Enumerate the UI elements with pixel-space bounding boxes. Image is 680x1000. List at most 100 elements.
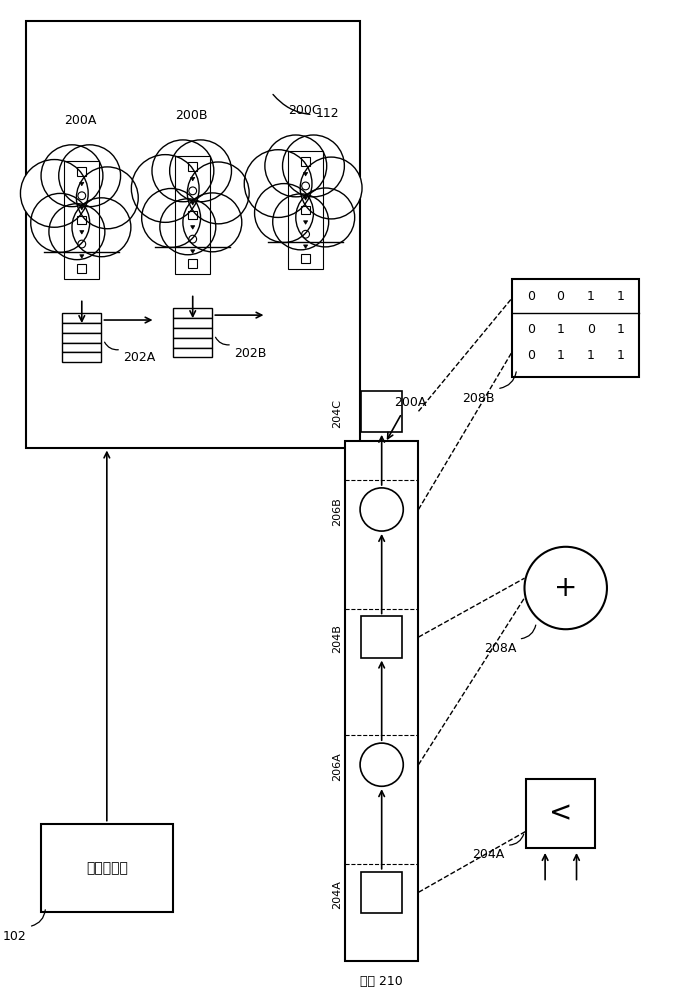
- Text: +: +: [554, 574, 577, 602]
- Text: 0: 0: [527, 323, 535, 336]
- Text: 202B: 202B: [234, 347, 267, 360]
- Text: 208A: 208A: [484, 642, 517, 655]
- Bar: [173, 348, 212, 357]
- Text: 200A: 200A: [394, 396, 426, 409]
- Text: 200C: 200C: [288, 104, 320, 117]
- Bar: [173, 308, 212, 318]
- Bar: [62, 313, 101, 323]
- Circle shape: [131, 155, 199, 222]
- Text: 200A: 200A: [64, 114, 97, 127]
- Circle shape: [49, 204, 105, 260]
- Circle shape: [152, 140, 214, 202]
- Circle shape: [254, 184, 313, 242]
- Bar: [62, 343, 101, 352]
- Text: 1: 1: [616, 290, 624, 303]
- Circle shape: [76, 167, 138, 229]
- Text: 程序源代码: 程序源代码: [86, 861, 128, 875]
- Circle shape: [302, 182, 309, 190]
- Circle shape: [300, 157, 362, 219]
- Circle shape: [169, 140, 231, 202]
- Circle shape: [282, 135, 344, 197]
- Bar: [512, 279, 639, 377]
- Circle shape: [296, 188, 355, 247]
- Polygon shape: [190, 177, 194, 181]
- Circle shape: [58, 145, 120, 207]
- Bar: [173, 338, 212, 348]
- Circle shape: [189, 187, 197, 195]
- Bar: [64, 161, 99, 279]
- Circle shape: [273, 194, 328, 250]
- Bar: [62, 333, 101, 343]
- Text: 0: 0: [587, 323, 595, 336]
- Polygon shape: [80, 206, 84, 210]
- Bar: [78, 167, 86, 176]
- Circle shape: [141, 188, 201, 247]
- Circle shape: [31, 193, 90, 252]
- Polygon shape: [190, 226, 194, 229]
- Circle shape: [360, 488, 403, 531]
- Circle shape: [187, 162, 249, 224]
- Text: 206B: 206B: [332, 497, 342, 526]
- Text: 0: 0: [556, 290, 564, 303]
- Text: 202A: 202A: [123, 351, 155, 364]
- Bar: [62, 352, 101, 362]
- Text: 1: 1: [556, 323, 564, 336]
- Circle shape: [160, 199, 216, 255]
- Text: 208B: 208B: [462, 392, 495, 405]
- Bar: [188, 259, 197, 268]
- Circle shape: [78, 240, 86, 248]
- Text: 0: 0: [527, 290, 535, 303]
- Text: 1: 1: [587, 349, 595, 362]
- Text: 0: 0: [527, 349, 535, 362]
- Bar: [345, 441, 418, 961]
- Bar: [173, 318, 212, 328]
- Polygon shape: [190, 250, 194, 253]
- Polygon shape: [303, 172, 307, 176]
- Bar: [288, 151, 323, 269]
- Bar: [78, 264, 86, 273]
- Circle shape: [189, 235, 197, 243]
- Text: <: <: [549, 800, 573, 828]
- Polygon shape: [80, 231, 84, 234]
- Circle shape: [302, 230, 309, 238]
- Polygon shape: [80, 182, 84, 186]
- Bar: [62, 323, 101, 333]
- Bar: [175, 156, 210, 274]
- Bar: [26, 21, 360, 448]
- Text: 112: 112: [273, 94, 339, 120]
- Bar: [173, 328, 212, 338]
- Polygon shape: [303, 245, 307, 248]
- Text: 200B: 200B: [175, 109, 207, 122]
- Text: 206A: 206A: [332, 752, 342, 781]
- Bar: [301, 254, 310, 263]
- Circle shape: [20, 160, 88, 227]
- Bar: [361, 872, 403, 913]
- Bar: [361, 616, 403, 658]
- Bar: [361, 391, 403, 432]
- Polygon shape: [303, 221, 307, 224]
- Circle shape: [78, 192, 86, 200]
- Text: 1: 1: [616, 349, 624, 362]
- Text: 1: 1: [616, 323, 624, 336]
- Text: 204A: 204A: [473, 848, 505, 861]
- Circle shape: [244, 150, 312, 217]
- Bar: [301, 157, 310, 166]
- Bar: [526, 779, 595, 848]
- Circle shape: [72, 198, 131, 257]
- Bar: [78, 216, 86, 224]
- Circle shape: [183, 193, 242, 252]
- Bar: [188, 211, 197, 219]
- Text: 1: 1: [556, 349, 564, 362]
- Text: 204B: 204B: [332, 625, 342, 653]
- Circle shape: [360, 743, 403, 786]
- Circle shape: [265, 135, 326, 197]
- Circle shape: [41, 145, 103, 207]
- Text: 1: 1: [587, 290, 595, 303]
- Text: 编号 210: 编号 210: [360, 975, 403, 988]
- Bar: [188, 162, 197, 171]
- Bar: [41, 824, 173, 912]
- Text: 204C: 204C: [332, 399, 342, 428]
- Polygon shape: [190, 202, 194, 205]
- Text: 204A: 204A: [332, 880, 342, 909]
- Polygon shape: [80, 255, 84, 258]
